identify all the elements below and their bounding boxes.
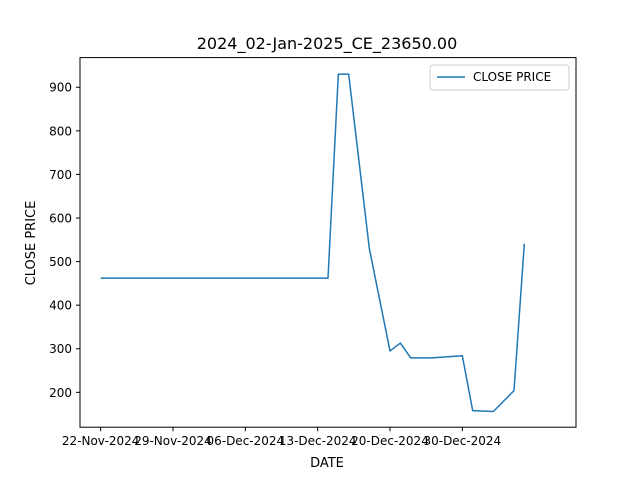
y-tick-label: 300 [49, 342, 72, 356]
x-axis-label: DATE [310, 456, 344, 471]
plot-frame [79, 57, 577, 428]
legend: CLOSE PRICE [429, 64, 570, 91]
y-tick-label: 600 [49, 211, 72, 225]
x-tick-label: 20-Dec-2024 [351, 434, 429, 448]
chart-title: 2024_02-Jan-2025_CE_23650.00 [197, 34, 458, 54]
x-tick-label: 22-Nov-2024 [62, 434, 140, 448]
y-tick-label: 700 [49, 168, 72, 182]
x-tick-label: 30-Dec-2024 [423, 434, 501, 448]
x-tick-label: 13-Dec-2024 [279, 434, 357, 448]
y-tick-label: 500 [49, 255, 72, 269]
y-axis-label: CLOSE PRICE [24, 201, 39, 286]
plot-area [80, 57, 576, 428]
y-tick-label: 800 [49, 124, 72, 138]
x-axis: 22-Nov-202429-Nov-202406-Dec-202413-Dec-… [62, 427, 501, 448]
legend-label: CLOSE PRICE [473, 70, 551, 84]
x-tick-label: 06-Dec-2024 [206, 434, 284, 448]
y-tick-label: 400 [49, 299, 72, 313]
series-layer [100, 73, 526, 413]
legend-box [429, 64, 570, 91]
series-line-close-price [100, 73, 526, 413]
y-tick-label: 200 [49, 386, 72, 400]
x-tick-label: 29-Nov-2024 [134, 434, 212, 448]
y-axis: 200 300 400 500 600 700 800 900 [49, 81, 80, 400]
y-tick-label: 900 [49, 81, 72, 95]
